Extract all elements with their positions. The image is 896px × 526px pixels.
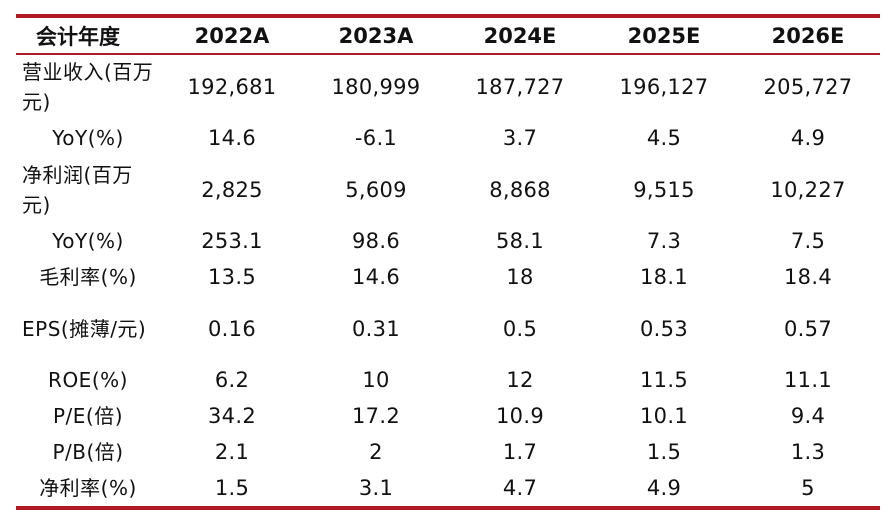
- row-label: 净利率(%): [39, 476, 137, 500]
- cell-value: 4.7: [502, 476, 538, 500]
- header-2026e: 2026E: [771, 23, 845, 48]
- cell-value: 6.2: [214, 368, 250, 392]
- header-2023a: 2023A: [338, 23, 414, 48]
- cell-value: 11.5: [640, 368, 688, 392]
- table-row: P/E(倍) 34.2 17.2 10.9 10.1 9.4: [16, 398, 880, 434]
- cell-value: 14.6: [352, 265, 400, 289]
- cell-value: 18.1: [640, 265, 688, 289]
- table-row: ROE(%) 6.2 10 12 11.5 11.1: [16, 362, 880, 398]
- cell-value: 4.9: [646, 476, 682, 500]
- cell-value: 8,868: [489, 177, 551, 202]
- header-2024e: 2024E: [483, 23, 557, 48]
- row-label: P/B(倍): [52, 440, 124, 464]
- cell-value: 18: [506, 265, 534, 289]
- table-header-row: 会计年度 2022A 2023A 2024E 2025E 2026E: [16, 18, 880, 53]
- cell-value: 5: [801, 476, 815, 500]
- cell-value: 9,515: [633, 177, 695, 202]
- cell-value: 17.2: [352, 404, 400, 428]
- row-label: 营业收入(百万元): [22, 59, 154, 114]
- cell-value: 1.5: [646, 440, 682, 464]
- row-label: P/E(倍): [52, 404, 124, 428]
- cell-value: 1.5: [214, 476, 250, 500]
- cell-value: 1.7: [502, 440, 538, 464]
- table-row: 净利率(%) 1.5 3.1 4.7 4.9 5: [16, 470, 880, 506]
- table-row: EPS(摊薄/元) 0.16 0.31 0.5 0.53 0.57: [16, 295, 880, 362]
- table-row: 毛利率(%) 13.5 14.6 18 18.1 18.4: [16, 259, 880, 295]
- cell-value: 14.6: [208, 126, 256, 150]
- table-header-rule: [16, 53, 880, 55]
- cell-value: 2,825: [201, 177, 263, 202]
- row-label: ROE(%): [48, 368, 128, 392]
- header-fiscal-year: 会计年度: [36, 24, 120, 49]
- table-row: 净利润(百万元) 2,825 5,609 8,868 9,515 10,227: [16, 156, 880, 223]
- cell-value: 0.16: [208, 316, 256, 341]
- cell-value: 9.4: [790, 404, 826, 428]
- cell-value: 2: [369, 440, 383, 464]
- cell-value: 3.1: [358, 476, 394, 500]
- cell-value: 58.1: [496, 229, 544, 253]
- cell-value: 4.9: [790, 126, 826, 150]
- cell-value: 4.5: [646, 126, 682, 150]
- cell-value: 1.3: [790, 440, 826, 464]
- row-label: YoY(%): [52, 126, 124, 150]
- cell-value: 11.1: [784, 368, 832, 392]
- cell-value: 10,227: [770, 177, 846, 202]
- cell-value: 18.4: [784, 265, 832, 289]
- row-label: 净利润(百万元): [22, 162, 133, 217]
- table-top-rule: [16, 14, 880, 18]
- cell-value: 10.1: [640, 404, 688, 428]
- cell-value: 180,999: [331, 74, 421, 99]
- cell-value: 7.5: [790, 229, 826, 253]
- row-label: YoY(%): [52, 229, 124, 253]
- cell-value: -6.1: [354, 126, 398, 150]
- table-bottom-rule: [16, 506, 880, 510]
- cell-value: 0.53: [640, 316, 688, 341]
- cell-value: 3.7: [502, 126, 538, 150]
- cell-value: 0.31: [352, 316, 400, 341]
- header-2025e: 2025E: [627, 23, 701, 48]
- cell-value: 98.6: [352, 229, 400, 253]
- header-2022a: 2022A: [194, 23, 270, 48]
- table-row: YoY(%) 14.6 -6.1 3.7 4.5 4.9: [16, 120, 880, 156]
- cell-value: 10.9: [496, 404, 544, 428]
- cell-value: 13.5: [208, 265, 256, 289]
- cell-value: 0.57: [784, 316, 832, 341]
- cell-value: 2.1: [214, 440, 250, 464]
- cell-value: 7.3: [646, 229, 682, 253]
- table-row: YoY(%) 253.1 98.6 58.1 7.3 7.5: [16, 223, 880, 259]
- table-row: 营业收入(百万元) 192,681 180,999 187,727 196,12…: [16, 53, 880, 120]
- cell-value: 34.2: [208, 404, 256, 428]
- cell-value: 5,609: [345, 177, 407, 202]
- cell-value: 196,127: [619, 74, 709, 99]
- row-label: EPS(摊薄/元): [22, 316, 147, 341]
- cell-value: 187,727: [475, 74, 565, 99]
- row-label: 毛利率(%): [39, 265, 137, 289]
- cell-value: 0.5: [502, 316, 538, 341]
- cell-value: 10: [362, 368, 390, 392]
- table-row: P/B(倍) 2.1 2 1.7 1.5 1.3: [16, 434, 880, 470]
- cell-value: 205,727: [763, 74, 853, 99]
- financial-forecast-table: 会计年度 2022A 2023A 2024E 2025E 2026E 营业收入(…: [16, 18, 880, 506]
- cell-value: 12: [506, 368, 534, 392]
- cell-value: 192,681: [187, 74, 277, 99]
- cell-value: 253.1: [201, 229, 263, 253]
